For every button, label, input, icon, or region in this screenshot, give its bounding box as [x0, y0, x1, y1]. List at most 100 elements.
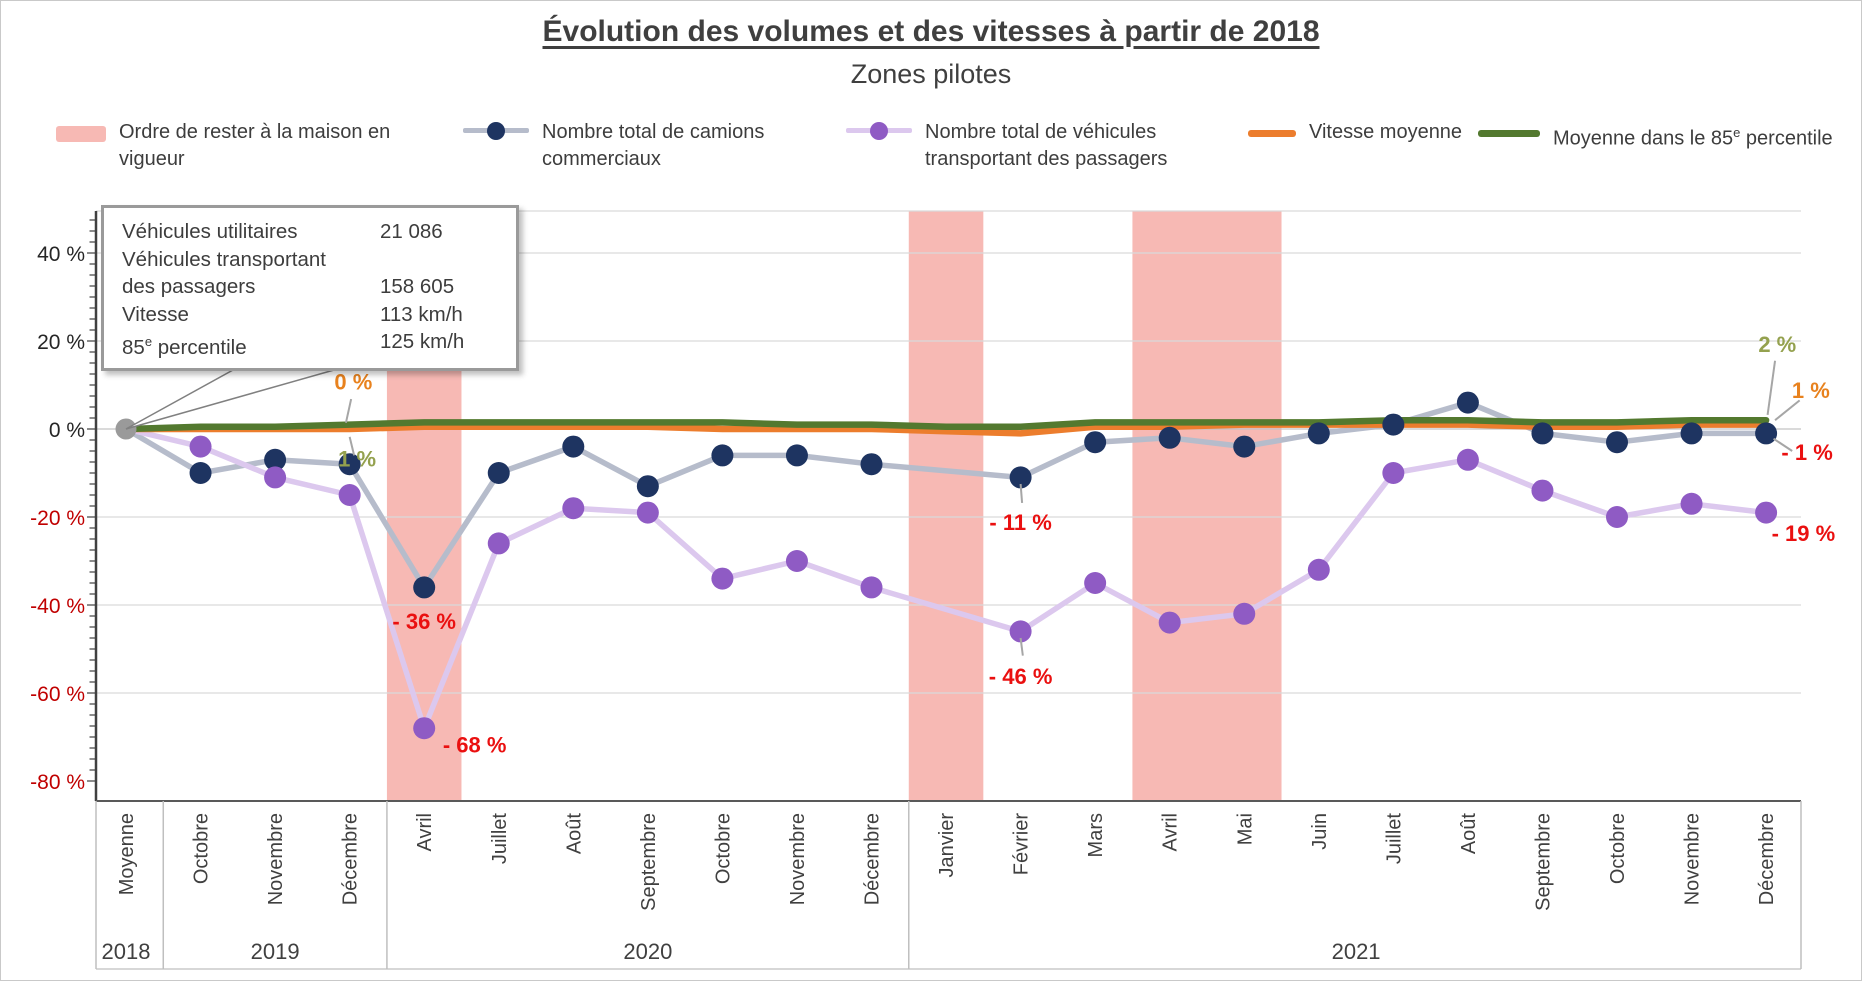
- tooltip-row: Vitesse 113 km/h: [122, 302, 463, 326]
- data-point: [1382, 413, 1405, 436]
- x-label: Mai: [1234, 813, 1256, 845]
- legend-item-passagers: Nombre total de véhicules transportant de…: [846, 119, 1167, 173]
- stay-home-band: [1132, 211, 1282, 801]
- legend-label: Ordre de rester à la maison en vigueur: [119, 121, 391, 170]
- annotation: - 11 %: [989, 510, 1051, 535]
- legend-item-vitesse: Vitesse moyenne: [1248, 119, 1462, 146]
- data-point: [1009, 620, 1032, 643]
- data-point: [1382, 462, 1405, 484]
- leader-line: [1019, 483, 1024, 503]
- year-label: 2020: [623, 939, 672, 964]
- data-point: [1158, 611, 1181, 634]
- tooltip-row: Véhicules utilitaires 21 086: [122, 220, 443, 243]
- data-point: [785, 550, 808, 572]
- x-label: Octobre: [712, 813, 734, 884]
- y-tick-label: -80 %: [30, 771, 85, 794]
- data-point: [1456, 391, 1479, 414]
- data-point: [413, 717, 436, 740]
- data-point: [636, 475, 659, 498]
- percentile-line-swatch: [1478, 130, 1540, 137]
- legend-label: Moyenne dans le 85e percentile: [1553, 125, 1833, 150]
- x-label: Décembre: [862, 813, 884, 905]
- annotation: - 1 %: [1781, 440, 1832, 465]
- data-point: [1755, 422, 1778, 445]
- data-point: [1531, 422, 1554, 445]
- leader-line: [1766, 360, 1777, 416]
- leader-line: [348, 436, 356, 456]
- tooltip-row-85e-percentile: 85e percentile 125 km/h: [122, 330, 465, 359]
- annotation: 2 %: [1758, 332, 1796, 357]
- x-label: Mars: [1085, 813, 1107, 857]
- x-label: Juillet: [489, 813, 511, 865]
- leader-line: [1019, 637, 1024, 656]
- x-label: Juillet: [1383, 813, 1405, 865]
- data-point: [338, 484, 361, 506]
- data-point: [860, 453, 883, 476]
- annotation: 1 %: [338, 446, 376, 471]
- stay-home-band-swatch: [56, 126, 106, 142]
- y-tick-label: 40 %: [37, 243, 85, 266]
- data-point: [189, 462, 212, 484]
- x-label: Avril: [1160, 813, 1182, 852]
- data-point: [562, 435, 585, 458]
- data-point: [1531, 479, 1554, 502]
- data-point: [1233, 435, 1256, 458]
- chart-subtitle: Zones pilotes: [850, 59, 1012, 89]
- leader-line: [1773, 437, 1793, 452]
- leader-line: [1774, 399, 1801, 421]
- annotation: - 46 %: [989, 664, 1053, 689]
- data-point: [1755, 501, 1778, 524]
- legend-label: Nombre total de camions commerciaux: [542, 121, 765, 170]
- data-point: [338, 453, 361, 476]
- y-tick-label: 0 %: [49, 419, 85, 442]
- x-label: Novembre: [1682, 813, 1704, 905]
- year-label: 2019: [251, 939, 300, 964]
- data-point: [562, 497, 585, 520]
- data-point: [1606, 506, 1628, 528]
- data-point: [264, 466, 287, 489]
- stay-home-band: [908, 211, 984, 801]
- data-point: [1606, 431, 1628, 454]
- data-point: [636, 501, 659, 524]
- data-point: [1680, 422, 1703, 445]
- year-label: 2018: [102, 939, 151, 964]
- series-line: [123, 426, 1769, 731]
- data-point: [264, 448, 287, 471]
- x-label: Août: [563, 813, 585, 855]
- data-point: [1084, 572, 1107, 594]
- data-point: [711, 567, 734, 590]
- x-label: Décembre: [1756, 813, 1778, 905]
- x-label: Décembre: [340, 813, 362, 905]
- year-label: 2021: [1332, 939, 1381, 964]
- series-line: [123, 399, 1769, 591]
- series-line: [122, 416, 1770, 433]
- x-label: Septembre: [638, 813, 660, 911]
- data-point: [1456, 448, 1479, 471]
- data-point: [711, 444, 734, 467]
- x-label: Avril: [414, 813, 436, 852]
- series-line: [122, 421, 1770, 437]
- legend-item-camions: Nombre total de camions commerciaux: [463, 119, 764, 173]
- legend-item-stay-home: Ordre de rester à la maison en vigueur: [56, 119, 390, 173]
- data-point: [860, 576, 883, 599]
- y-tick-label: -60 %: [30, 683, 85, 706]
- data-point: [1307, 422, 1330, 445]
- data-point: [487, 532, 510, 555]
- x-label: Moyenne: [116, 813, 138, 895]
- x-label: Novembre: [265, 813, 287, 905]
- annotation: - 19 %: [1772, 521, 1836, 546]
- annotation: 1 %: [1792, 378, 1830, 403]
- x-label: Octobre: [191, 813, 213, 884]
- x-label: Octobre: [1607, 813, 1629, 884]
- annotation: 0 %: [334, 369, 372, 394]
- vitesse-line-swatch: [1248, 130, 1296, 137]
- x-label: Janvier: [936, 813, 958, 878]
- tooltip-row: des passagers 158 605: [122, 275, 455, 298]
- passagers-marker-swatch: [846, 122, 912, 140]
- data-tooltip: Véhicules utilitaires 21 086 Véhicules tr…: [101, 205, 519, 371]
- y-tick-label: 20 %: [37, 331, 85, 354]
- chart-title: Évolution des volumes et des vitesses à …: [542, 15, 1320, 48]
- x-label: Août: [1458, 813, 1480, 855]
